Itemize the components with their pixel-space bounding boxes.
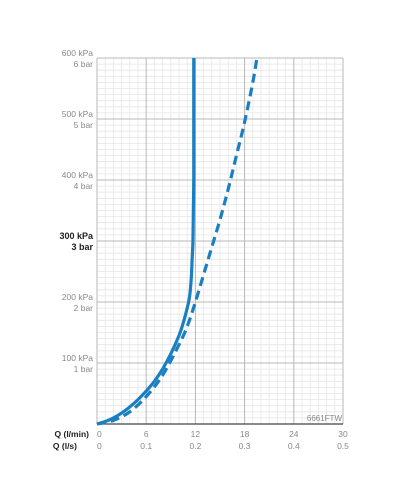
series-layer (96, 57, 259, 426)
x-tick-label-lps: 0 (97, 441, 102, 451)
model-code-label: 6661FTW (307, 414, 343, 423)
y-tick-label-bar: 4 bar (74, 181, 94, 191)
x-tick-label-lpm: 30 (338, 429, 348, 439)
y-tick-label-kpa: 500 kPa (62, 109, 93, 119)
series-line-solid (96, 58, 196, 426)
x-tick-label-lpm: 12 (191, 429, 201, 439)
y-tick-label-kpa: 200 kPa (62, 292, 93, 302)
y-tick-label-bar: 6 bar (74, 59, 94, 69)
y-tick-label-kpa: 300 kPa (59, 231, 94, 241)
series-line-dashed (96, 57, 259, 426)
x-tick-label-lps: 0.4 (288, 441, 300, 451)
x-axis-title-lpm: Q (l/min) (55, 429, 90, 439)
y-tick-label-bar: 3 bar (71, 242, 93, 252)
x-tick-label-lpm: 0 (97, 429, 102, 439)
x-tick-label-lps: 0.3 (239, 441, 251, 451)
x-tick-label-lpm: 18 (240, 429, 250, 439)
x-tick-label-lps: 0.5 (337, 441, 349, 451)
x-axis-title-lps: Q (l/s) (53, 441, 77, 451)
major-grid (96, 57, 344, 425)
y-tick-label-kpa: 400 kPa (62, 170, 93, 180)
x-tick-label-lpm: 24 (289, 429, 299, 439)
y-tick-label-bar: 2 bar (74, 303, 94, 313)
x-tick-label-lps: 0.2 (189, 441, 201, 451)
x-tick-label-lps: 0.1 (140, 441, 152, 451)
x-axis-labels: 0 6 12 18 24 30 0 0.1 0.2 0.3 0.4 0.5 (97, 429, 349, 451)
y-tick-label-kpa: 600 kPa (62, 48, 93, 58)
y-tick-label-bar: 5 bar (74, 120, 94, 130)
y-tick-label-bar: 1 bar (74, 364, 94, 374)
y-tick-label-kpa: 100 kPa (62, 353, 93, 363)
x-tick-label-lpm: 6 (144, 429, 149, 439)
